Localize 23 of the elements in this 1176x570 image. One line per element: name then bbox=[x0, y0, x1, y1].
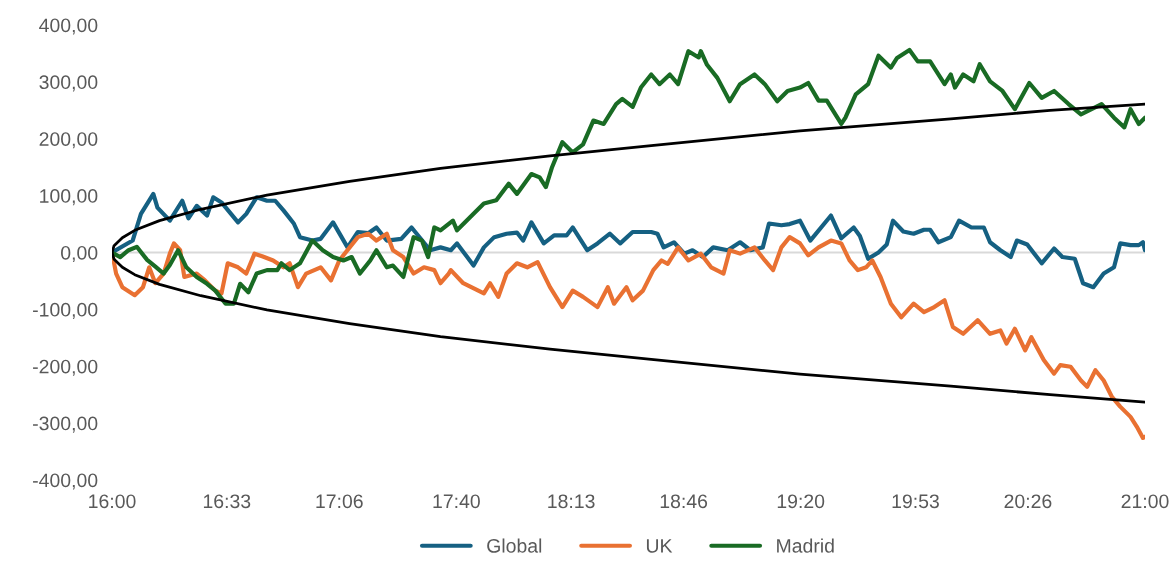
x-tick-label: 16:33 bbox=[203, 494, 251, 509]
x-tick-label: 17:06 bbox=[316, 494, 363, 509]
legend-label: Global bbox=[487, 538, 542, 553]
legend-label: UK bbox=[646, 539, 673, 553]
y-tick-label: 200,00 bbox=[39, 132, 98, 149]
x-tick-label: 18:46 bbox=[660, 494, 708, 509]
y-tick-label: -300,00 bbox=[33, 416, 98, 433]
x-tick-label: 19:53 bbox=[892, 494, 939, 509]
line-series bbox=[112, 191, 1145, 290]
legend-label: Madrid bbox=[777, 538, 834, 553]
y-tick-label: 400,00 bbox=[39, 18, 98, 35]
y-tick-label: 300,00 bbox=[39, 75, 98, 92]
x-tick-label: 17:40 bbox=[433, 494, 480, 509]
y-tick-label: -100,00 bbox=[33, 302, 98, 319]
y-tick-label: -200,00 bbox=[33, 359, 98, 376]
y-tick-label: 100,00 bbox=[40, 189, 98, 206]
x-tick-label: 20:26 bbox=[1004, 494, 1052, 509]
x-tick-label: 16:00 bbox=[89, 494, 136, 509]
x-tick-label: 18:13 bbox=[548, 494, 595, 509]
y-tick-label: -400,00 bbox=[33, 473, 98, 490]
x-tick-label: 21:00 bbox=[1121, 494, 1169, 509]
y-tick-label: 0,00 bbox=[61, 245, 98, 263]
x-tick-label: 19:20 bbox=[777, 494, 825, 509]
